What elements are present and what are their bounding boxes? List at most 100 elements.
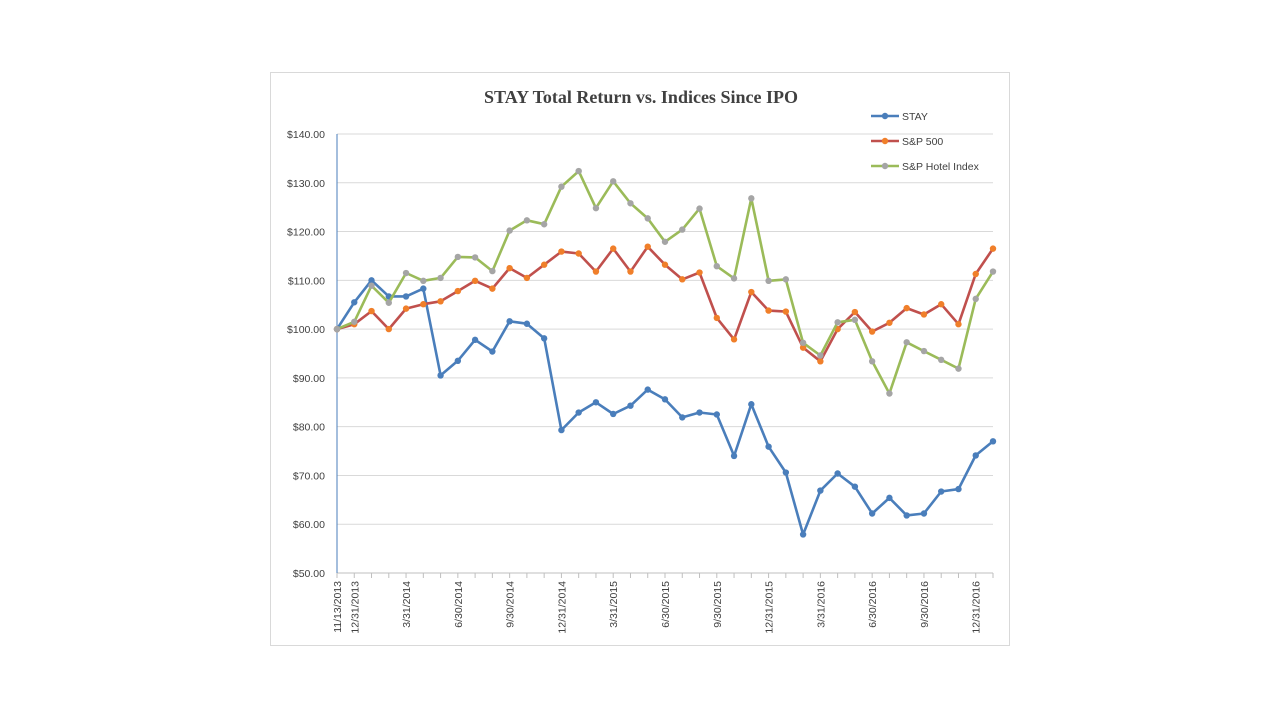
- legend-swatch-marker: [881, 162, 889, 170]
- data-point: [972, 452, 979, 459]
- data-point: [471, 277, 479, 285]
- data-point: [558, 426, 565, 434]
- x-axis-tick-labels: 11/13/2013 12/31/2013 3/31/2014 6/30/2014 9/…: [332, 581, 983, 634]
- y-axis-tick-labels: $50.00 $60.00 $70.00 $80.00 $90.00 $100.00 $11…: [287, 129, 325, 580]
- data-point: [627, 268, 634, 275]
- data-point: [989, 268, 997, 275]
- x-tick-label: 9/30/2014: [505, 581, 517, 628]
- data-point: [765, 277, 772, 285]
- data-point: [661, 261, 669, 268]
- data-point: [471, 254, 479, 261]
- data-point: [748, 401, 755, 408]
- series-1: [333, 243, 997, 365]
- data-point: [661, 396, 669, 403]
- data-point: [437, 274, 444, 282]
- data-point: [886, 390, 893, 397]
- data-point: [972, 295, 979, 303]
- data-point: [610, 245, 617, 252]
- data-point: [558, 248, 565, 255]
- y-tick-label: $120.00: [287, 227, 325, 239]
- data-point: [540, 335, 548, 342]
- data-point: [730, 336, 738, 343]
- data-point: [782, 276, 790, 283]
- data-point: [903, 304, 910, 312]
- legend: STAY S&P 500 S&P Hotel Index: [871, 111, 980, 173]
- data-point: [955, 321, 962, 328]
- data-point: [575, 167, 582, 175]
- data-point: [644, 386, 651, 393]
- data-point: [420, 285, 427, 292]
- x-tick-label: 6/30/2014: [453, 581, 465, 628]
- y-tick-label: $140.00: [287, 129, 325, 141]
- data-point: [627, 402, 634, 409]
- data-point: [454, 253, 462, 261]
- y-tick-label: $110.00: [288, 275, 325, 287]
- data-point: [713, 411, 720, 418]
- data-point: [730, 275, 738, 282]
- y-tick-label: $80.00: [293, 422, 325, 434]
- data-point: [799, 531, 807, 538]
- data-point: [955, 365, 962, 372]
- x-tick-label: 3/31/2014: [401, 581, 413, 628]
- data-point: [489, 285, 496, 292]
- data-point: [713, 314, 720, 322]
- data-point: [523, 274, 531, 282]
- data-point: [834, 470, 841, 477]
- data-point: [385, 299, 392, 306]
- data-point: [817, 352, 824, 359]
- data-point: [368, 307, 375, 315]
- data-point: [817, 358, 824, 365]
- x-tick-label: 9/30/2016: [919, 581, 931, 628]
- data-point: [644, 215, 651, 222]
- data-point: [765, 443, 772, 450]
- legend-label: S&P Hotel Index: [902, 161, 980, 173]
- data-point: [506, 318, 513, 325]
- data-point: [938, 301, 945, 308]
- data-point: [920, 347, 928, 355]
- data-point: [886, 494, 893, 502]
- data-point: [523, 320, 531, 327]
- data-point: [402, 269, 410, 277]
- data-point: [782, 308, 790, 315]
- legend-label: S&P 500: [902, 136, 943, 148]
- data-point: [886, 319, 893, 326]
- data-point: [938, 356, 945, 364]
- data-point: [661, 238, 669, 245]
- axes: [336, 134, 994, 578]
- x-tick-label: 9/30/2015: [712, 581, 724, 628]
- x-tick-label: 12/31/2015: [764, 581, 776, 634]
- data-point: [420, 301, 427, 308]
- data-point: [748, 195, 755, 202]
- x-tick-label: 3/31/2016: [815, 581, 827, 628]
- legend-label: STAY: [902, 111, 928, 123]
- data-point: [851, 308, 859, 316]
- data-point: [540, 261, 548, 268]
- data-point: [868, 510, 876, 517]
- data-point: [575, 409, 582, 416]
- data-point: [644, 243, 651, 250]
- data-point: [834, 319, 841, 326]
- data-point: [817, 487, 824, 494]
- series-lines: [333, 167, 997, 538]
- y-tick-label: $50.00: [293, 568, 325, 580]
- data-point: [540, 221, 548, 228]
- y-tick-label: $60.00: [293, 519, 325, 531]
- data-point: [420, 277, 427, 285]
- data-point: [437, 298, 444, 305]
- data-point: [903, 339, 910, 346]
- series-2: [333, 167, 997, 397]
- data-point: [523, 217, 531, 224]
- data-point: [955, 485, 962, 493]
- data-point: [592, 268, 600, 275]
- data-point: [592, 204, 600, 212]
- data-point: [610, 410, 617, 418]
- chart-frame: STAY Total Return vs. Indices Since IPO …: [270, 72, 1010, 646]
- x-tick-label: 12/31/2014: [556, 581, 568, 634]
- x-tick-label: 11/13/2013: [332, 581, 344, 633]
- data-point: [489, 267, 496, 275]
- y-tick-label: $100.00: [287, 324, 325, 336]
- data-point: [765, 307, 772, 314]
- series-line: [336, 169, 995, 395]
- data-point: [385, 325, 392, 333]
- data-point: [868, 328, 876, 335]
